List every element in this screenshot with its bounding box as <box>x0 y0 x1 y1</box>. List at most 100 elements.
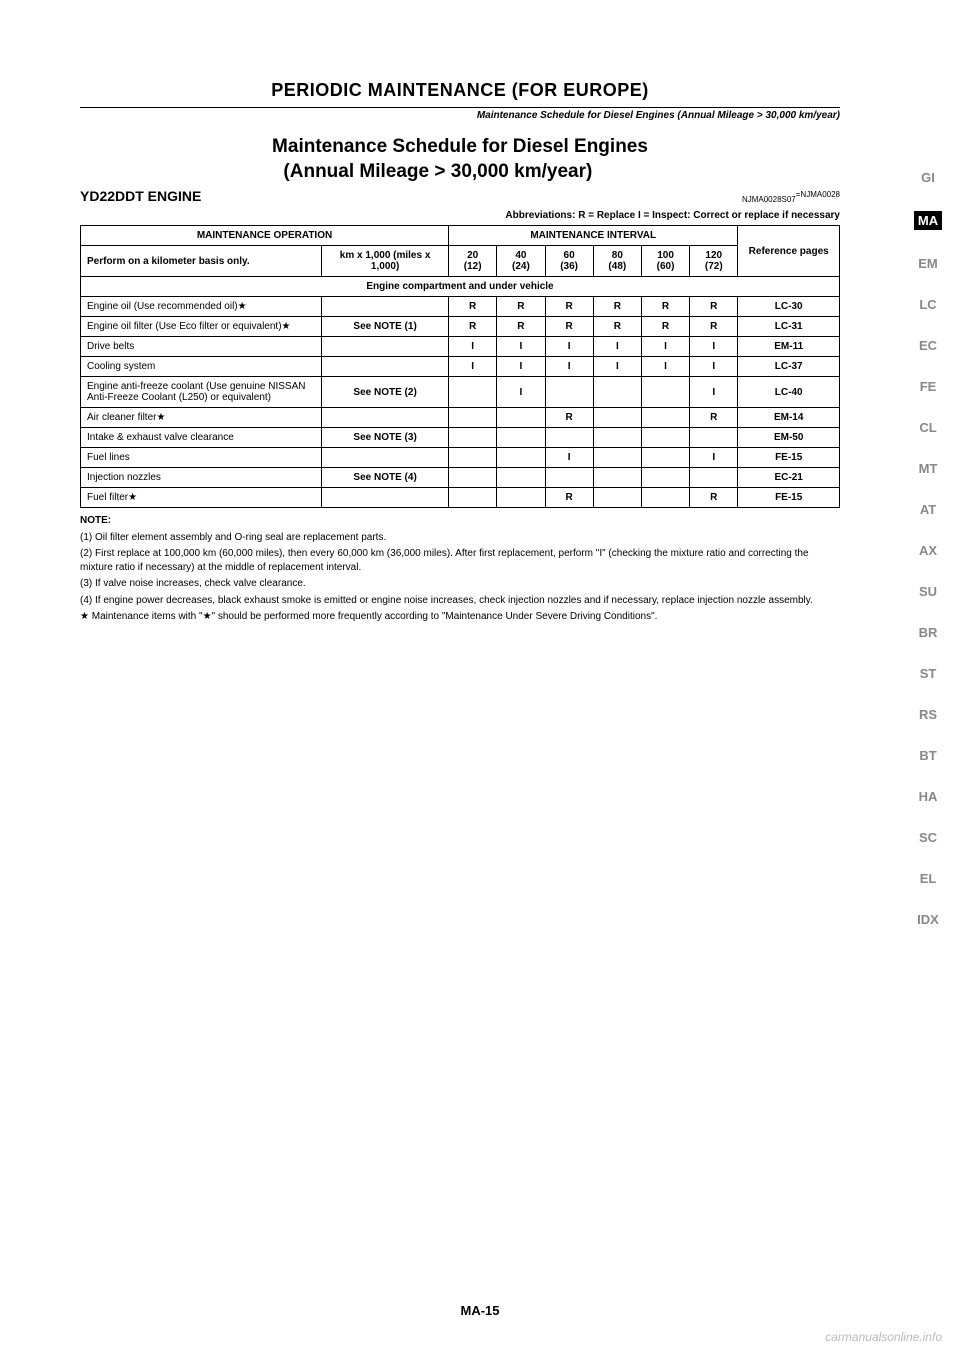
side-tab-st[interactable]: ST <box>914 666 942 681</box>
side-tab-idx[interactable]: IDX <box>914 912 942 927</box>
ref-cell: EC-21 <box>738 468 840 488</box>
value-cell: R <box>497 317 545 337</box>
table-row: Engine oil filter (Use Eco filter or equ… <box>81 317 840 337</box>
value-cell <box>497 468 545 488</box>
note-star: ★ Maintenance items with "★" should be p… <box>80 610 840 624</box>
interval-4: 100(60) <box>641 246 689 277</box>
note-cell: See NOTE (1) <box>322 317 449 337</box>
side-tabs: GI MA EM LC EC FE CL MT AT AX SU BR ST RS BT HA SC EL IDX <box>914 170 942 953</box>
value-cell <box>593 428 641 448</box>
op-cell: Engine oil (Use recommended oil)★ <box>81 297 322 317</box>
side-tab-bt[interactable]: BT <box>914 748 942 763</box>
interval-5: 120(72) <box>690 246 738 277</box>
note-cell: See NOTE (3) <box>322 428 449 448</box>
value-cell <box>641 428 689 448</box>
value-cell: I <box>593 337 641 357</box>
side-tab-el[interactable]: EL <box>914 871 942 886</box>
side-tab-lc[interactable]: LC <box>914 297 942 312</box>
ref-cell: EM-11 <box>738 337 840 357</box>
value-cell: R <box>690 297 738 317</box>
notes-header: NOTE: <box>80 514 840 528</box>
side-tab-br[interactable]: BR <box>914 625 942 640</box>
table-header-row-2: Perform on a kilometer basis only. km x … <box>81 246 840 277</box>
side-tab-sc[interactable]: SC <box>914 830 942 845</box>
section-row: Engine compartment and under vehicle <box>81 277 840 297</box>
value-cell <box>593 488 641 508</box>
value-cell <box>690 428 738 448</box>
ref-cell: EM-50 <box>738 428 840 448</box>
value-cell: R <box>690 317 738 337</box>
note-cell <box>322 297 449 317</box>
side-tab-ax[interactable]: AX <box>914 543 942 558</box>
side-tab-at[interactable]: AT <box>914 502 942 517</box>
table-row: Cooling systemIIIIIILC-37 <box>81 357 840 377</box>
note-cell <box>322 337 449 357</box>
value-cell <box>593 377 641 408</box>
value-cell: R <box>690 488 738 508</box>
value-cell: I <box>690 448 738 468</box>
page-footer: MA-15 <box>0 1303 960 1318</box>
op-cell: Drive belts <box>81 337 322 357</box>
table-row: Fuel filter★RRFE-15 <box>81 488 840 508</box>
side-tab-ha[interactable]: HA <box>914 789 942 804</box>
value-cell: I <box>593 357 641 377</box>
value-cell: R <box>641 317 689 337</box>
side-tab-rs[interactable]: RS <box>914 707 942 722</box>
value-cell: I <box>641 357 689 377</box>
value-cell: R <box>545 297 593 317</box>
ref-cell: EM-14 <box>738 408 840 428</box>
col-interval: MAINTENANCE INTERVAL <box>449 226 738 246</box>
value-cell: I <box>449 337 497 357</box>
table-row: Intake & exhaust valve clearanceSee NOTE… <box>81 428 840 448</box>
header-block: PERIODIC MAINTENANCE (FOR EUROPE) Mainte… <box>80 80 840 121</box>
table-row: Engine oil (Use recommended oil)★RRRRRRL… <box>81 297 840 317</box>
value-cell <box>545 377 593 408</box>
side-tab-fe[interactable]: FE <box>914 379 942 394</box>
value-cell: R <box>545 488 593 508</box>
refcode-1: =NJMA0028 <box>796 190 840 200</box>
page-content: PERIODIC MAINTENANCE (FOR EUROPE) Mainte… <box>80 80 840 627</box>
side-tab-cl[interactable]: CL <box>914 420 942 435</box>
value-cell <box>641 488 689 508</box>
side-tab-ec[interactable]: EC <box>914 338 942 353</box>
value-cell <box>593 468 641 488</box>
value-cell <box>641 468 689 488</box>
value-cell <box>497 408 545 428</box>
table-body: Engine oil (Use recommended oil)★RRRRRRL… <box>81 297 840 508</box>
value-cell: I <box>690 357 738 377</box>
table-row: Fuel linesIIFE-15 <box>81 448 840 468</box>
note-cell: See NOTE (4) <box>322 468 449 488</box>
schedule-title: Maintenance Schedule for Diesel Engines … <box>80 135 840 184</box>
value-cell: R <box>690 408 738 428</box>
schedule-title-l1: Maintenance Schedule for Diesel Engines <box>272 136 648 157</box>
side-tab-ma[interactable]: MA <box>914 211 942 230</box>
note-cell: See NOTE (2) <box>322 377 449 408</box>
perform-label: Perform on a kilometer basis only. <box>81 246 322 277</box>
value-cell: I <box>690 337 738 357</box>
notes-block: NOTE: (1) Oil filter element assembly an… <box>80 514 840 624</box>
op-cell: Air cleaner filter★ <box>81 408 322 428</box>
op-cell: Cooling system <box>81 357 322 377</box>
value-cell <box>545 428 593 448</box>
side-tab-mt[interactable]: MT <box>914 461 942 476</box>
note-4: (4) If engine power decreases, black exh… <box>80 594 840 608</box>
col-ref: Reference pages <box>738 226 840 277</box>
value-cell <box>593 448 641 468</box>
ref-cell: LC-37 <box>738 357 840 377</box>
side-tab-gi[interactable]: GI <box>914 170 942 185</box>
engine-name: YD22DDT ENGINE <box>80 188 201 204</box>
km-label: km x 1,000 (miles x 1,000) <box>322 246 449 277</box>
table-row: Drive beltsIIIIIIEM-11 <box>81 337 840 357</box>
watermark: carmanualsonline.info <box>825 1330 942 1344</box>
table-row: Injection nozzlesSee NOTE (4)EC-21 <box>81 468 840 488</box>
value-cell <box>497 488 545 508</box>
side-tab-su[interactable]: SU <box>914 584 942 599</box>
col-operation: MAINTENANCE OPERATION <box>81 226 449 246</box>
interval-1: 40(24) <box>497 246 545 277</box>
note-cell <box>322 408 449 428</box>
value-cell: I <box>690 377 738 408</box>
side-tab-em[interactable]: EM <box>914 256 942 271</box>
table-row: Engine anti-freeze coolant (Use genuine … <box>81 377 840 408</box>
op-cell: Engine oil filter (Use Eco filter or equ… <box>81 317 322 337</box>
value-cell: R <box>449 297 497 317</box>
